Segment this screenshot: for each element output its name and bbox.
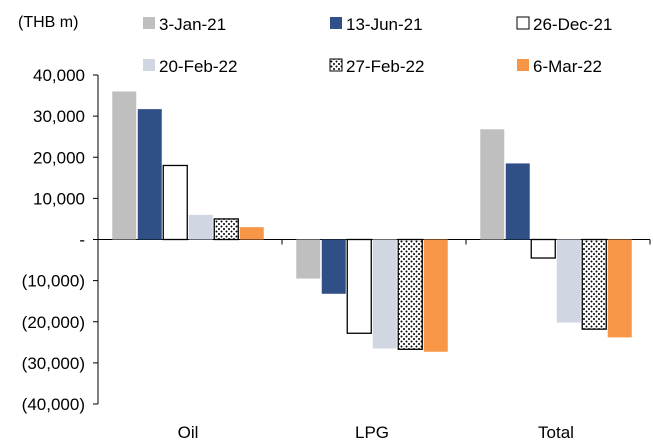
legend: 3-Jan-21 13-Jun-21 26-Dec-21 20-Feb-22 27-Fe…: [143, 15, 612, 76]
legend-swatch: [330, 17, 342, 29]
bars: [112, 91, 632, 352]
legend-label: 20-Feb-22: [159, 57, 237, 76]
legend-label: 26-Dec-21: [533, 15, 612, 34]
y-tick-label: 20,000: [33, 148, 85, 167]
legend-swatch: [517, 59, 529, 71]
bar-27-Feb-22-Oil: [213, 218, 239, 241]
y-tick-label: (20,000): [22, 313, 85, 332]
bar-27-Feb-22-Total: [581, 238, 607, 330]
bar-20-Feb-22-Total: [556, 239, 581, 323]
y-tick-label: (30,000): [22, 354, 85, 373]
legend-swatch: [329, 58, 343, 72]
bar-20-Feb-22-LPG: [372, 239, 397, 349]
legend-label: 6-Mar-22: [533, 57, 602, 76]
bar-26-Dec-21-LPG: [346, 238, 372, 334]
legend-swatch: [143, 17, 155, 29]
category-labels: Oil LPG Total: [178, 423, 574, 442]
unit-label: (THB m): [18, 14, 78, 31]
bar-26-Dec-21-Oil: [162, 164, 188, 241]
y-tick-label: 10,000: [33, 189, 85, 208]
bar-20-Feb-22-Oil: [188, 214, 213, 240]
bar-6-Mar-22-LPG: [423, 239, 448, 352]
y-tick-label: (40,000): [22, 395, 85, 414]
bar-13-Jun-21-LPG: [321, 239, 346, 294]
y-tick-label: 30,000: [33, 107, 85, 126]
legend-label: 13-Jun-21: [346, 15, 423, 34]
bar-26-Dec-21-Total: [530, 238, 556, 259]
legend-label: 3-Jan-21: [159, 15, 226, 34]
bar-27-Feb-22-LPG: [397, 238, 423, 350]
y-tick-label: 40,000: [33, 66, 85, 85]
y-tick-label: -: [79, 231, 85, 250]
bar-6-Mar-22-Total: [607, 239, 632, 338]
category-label: Oil: [178, 423, 199, 442]
bar-6-Mar-22-Oil: [239, 227, 264, 240]
bar-3-Jan-21-Total: [480, 129, 505, 240]
y-tick-label: (10,000): [22, 272, 85, 291]
bar-3-Jan-21-Oil: [112, 91, 137, 240]
legend-swatch: [143, 59, 155, 71]
category-label: LPG: [355, 423, 389, 442]
bar-13-Jun-21-Total: [505, 163, 530, 240]
category-label: Total: [538, 423, 574, 442]
bar-13-Jun-21-Oil: [137, 109, 162, 240]
legend-label: 27-Feb-22: [346, 57, 424, 76]
legend-swatch: [516, 16, 530, 30]
bar-3-Jan-21-LPG: [296, 239, 321, 279]
